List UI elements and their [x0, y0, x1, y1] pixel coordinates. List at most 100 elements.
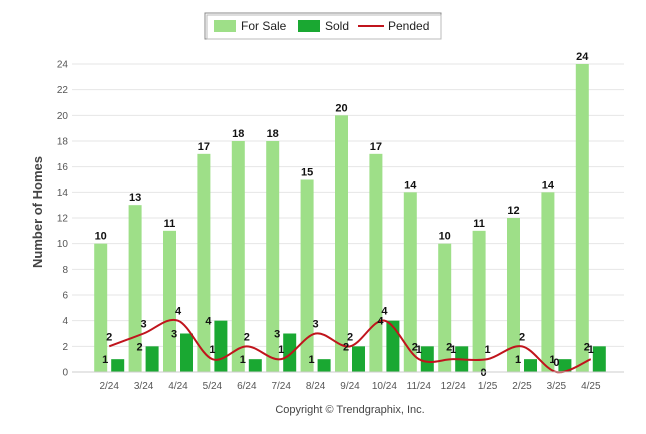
- bar-sold: [248, 359, 262, 372]
- bar-sold: [352, 346, 365, 372]
- bar-sold: [386, 320, 400, 372]
- data-label-for-sale: 13: [129, 192, 141, 204]
- data-label-pended: 4: [381, 306, 388, 318]
- x-tick-label: 3/25: [547, 381, 567, 392]
- data-label-sold: 1: [240, 354, 246, 366]
- bar-for-sale: [94, 243, 108, 372]
- bar-sold: [180, 333, 193, 372]
- x-tick-label: 3/24: [134, 381, 154, 392]
- data-label-for-sale: 17: [370, 141, 382, 153]
- data-label-pended: 1: [450, 344, 456, 356]
- y-tick-label: 22: [57, 85, 69, 96]
- legend-box: [204, 12, 442, 40]
- data-label-sold: 0: [481, 367, 487, 379]
- x-tick-label: 9/24: [340, 381, 360, 392]
- x-tick-label: 5/24: [203, 381, 223, 392]
- data-label-for-sale: 24: [576, 51, 589, 63]
- data-label-sold: 1: [102, 354, 108, 366]
- legend-swatch-for-sale: [214, 20, 236, 32]
- data-label-sold: 1: [549, 354, 555, 366]
- y-tick-label: 0: [62, 368, 68, 379]
- x-tick-label: 1/25: [478, 381, 498, 392]
- x-tick-label: 7/24: [271, 381, 291, 392]
- data-label-for-sale: 18: [267, 128, 279, 140]
- bar-sold: [524, 359, 537, 372]
- bar-for-sale: [507, 218, 520, 372]
- data-label-sold: 2: [446, 341, 452, 353]
- x-tick-label: 2/24: [99, 381, 119, 392]
- pended-line: [108, 318, 592, 374]
- bar-sold: [317, 359, 331, 372]
- y-tick-label: 18: [57, 137, 69, 148]
- bar-sold: [145, 346, 159, 372]
- data-label-pended: 3: [141, 319, 147, 331]
- data-label-sold: 4: [205, 316, 212, 328]
- x-tick-label: 4/25: [581, 381, 601, 392]
- data-label-pended: 2: [106, 331, 112, 343]
- bar-for-sale: [128, 205, 142, 372]
- x-tick-label: 12/24: [441, 381, 466, 392]
- y-tick-label: 8: [62, 265, 68, 276]
- x-axis-ticks: 2/24 3/24 4/24 5/24 6/24 7/24 8/24 9/24 10/24 11/…: [99, 381, 601, 392]
- data-label-pended: 1: [278, 344, 284, 356]
- data-label-sold: 1: [515, 354, 521, 366]
- bar-sold: [283, 333, 297, 372]
- data-label-for-sale: 10: [95, 231, 107, 243]
- data-label-sold: 1: [309, 354, 315, 366]
- y-tick-label: 4: [62, 316, 68, 327]
- y-tick-label: 16: [57, 162, 69, 173]
- y-tick-label: 10: [57, 239, 69, 250]
- y-tick-label: 6: [62, 291, 68, 302]
- data-label-sold: 3: [274, 329, 280, 341]
- bar-for-sale: [300, 179, 314, 372]
- data-label-pended: 1: [485, 344, 491, 356]
- bar-for-sale: [403, 192, 417, 372]
- data-label-for-sale: 14: [542, 179, 555, 191]
- bar-sold: [420, 346, 434, 372]
- x-tick-label: 2/25: [512, 381, 532, 392]
- bar-for-sale: [541, 192, 555, 372]
- legend: For Sale Sold Pended: [204, 12, 442, 40]
- bar-for-sale: [472, 230, 486, 372]
- bar-for-sale: [575, 64, 589, 372]
- legend-label-sold: Sold: [325, 19, 349, 33]
- bar-sold: [592, 346, 606, 372]
- data-label-sold: 2: [584, 341, 590, 353]
- data-label-sold: 3: [171, 329, 177, 341]
- bar-for-sale: [369, 153, 383, 372]
- data-label-for-sale: 11: [473, 218, 485, 230]
- data-label-for-sale: 11: [164, 218, 176, 230]
- data-label-for-sale: 14: [404, 179, 417, 191]
- bar-for-sale: [163, 230, 176, 372]
- data-label-for-sale: 17: [198, 141, 210, 153]
- y-tick-label: 24: [57, 60, 69, 71]
- y-tick-label: 20: [57, 111, 69, 122]
- bar-for-sale: [335, 115, 348, 372]
- x-tick-label: 4/24: [168, 381, 188, 392]
- y-axis-title: Number of Homes: [30, 156, 45, 268]
- data-label-pended: 2: [519, 331, 525, 343]
- y-tick-label: 14: [57, 188, 69, 199]
- data-label-for-sale: 15: [301, 167, 313, 179]
- legend-label-for-sale: For Sale: [241, 19, 287, 33]
- pended-line-layer: [108, 318, 592, 374]
- x-tick-label: 11/24: [407, 381, 432, 392]
- data-labels: 1012132311341741181218311513202217441421…: [95, 51, 594, 379]
- data-label-for-sale: 12: [507, 205, 519, 217]
- x-tick-label: 10/24: [372, 381, 397, 392]
- data-label-pended: 1: [588, 344, 594, 356]
- data-label-sold: 2: [412, 341, 418, 353]
- data-label-pended: 1: [209, 344, 215, 356]
- x-tick-label: 8/24: [306, 381, 326, 392]
- data-label-sold: 4: [377, 316, 384, 328]
- bar-for-sale: [197, 153, 211, 372]
- bar-for-sale: [438, 243, 452, 372]
- data-label-for-sale: 20: [335, 102, 347, 114]
- data-label-for-sale: 10: [439, 231, 451, 243]
- data-label-sold: 2: [343, 341, 349, 353]
- bars: [94, 64, 606, 372]
- copyright-text: Copyright © Trendgraphix, Inc.: [275, 404, 424, 416]
- y-tick-label: 12: [57, 214, 69, 225]
- bar-for-sale: [266, 141, 280, 372]
